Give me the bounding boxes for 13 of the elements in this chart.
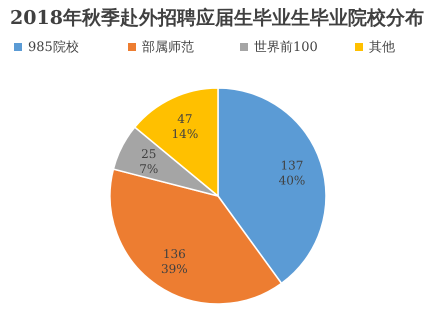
text: 25 [141,147,156,162]
text: 39% [160,262,188,276]
text: 47 [177,112,193,126]
text: 136 [162,246,186,261]
legend-label: 985院校 [28,40,79,55]
legend-label: 其他 [369,40,395,55]
chart-title: 2018年秋季赴外招聘应届生毕业生毕业院校分布 [10,7,424,29]
text: 137 [280,158,304,172]
legend-label: 世界前100 [254,40,318,55]
text: 40% [278,173,306,188]
text: 14% [172,127,198,142]
text: 7% [139,162,158,176]
legend-label: 部属师范 [142,40,194,55]
